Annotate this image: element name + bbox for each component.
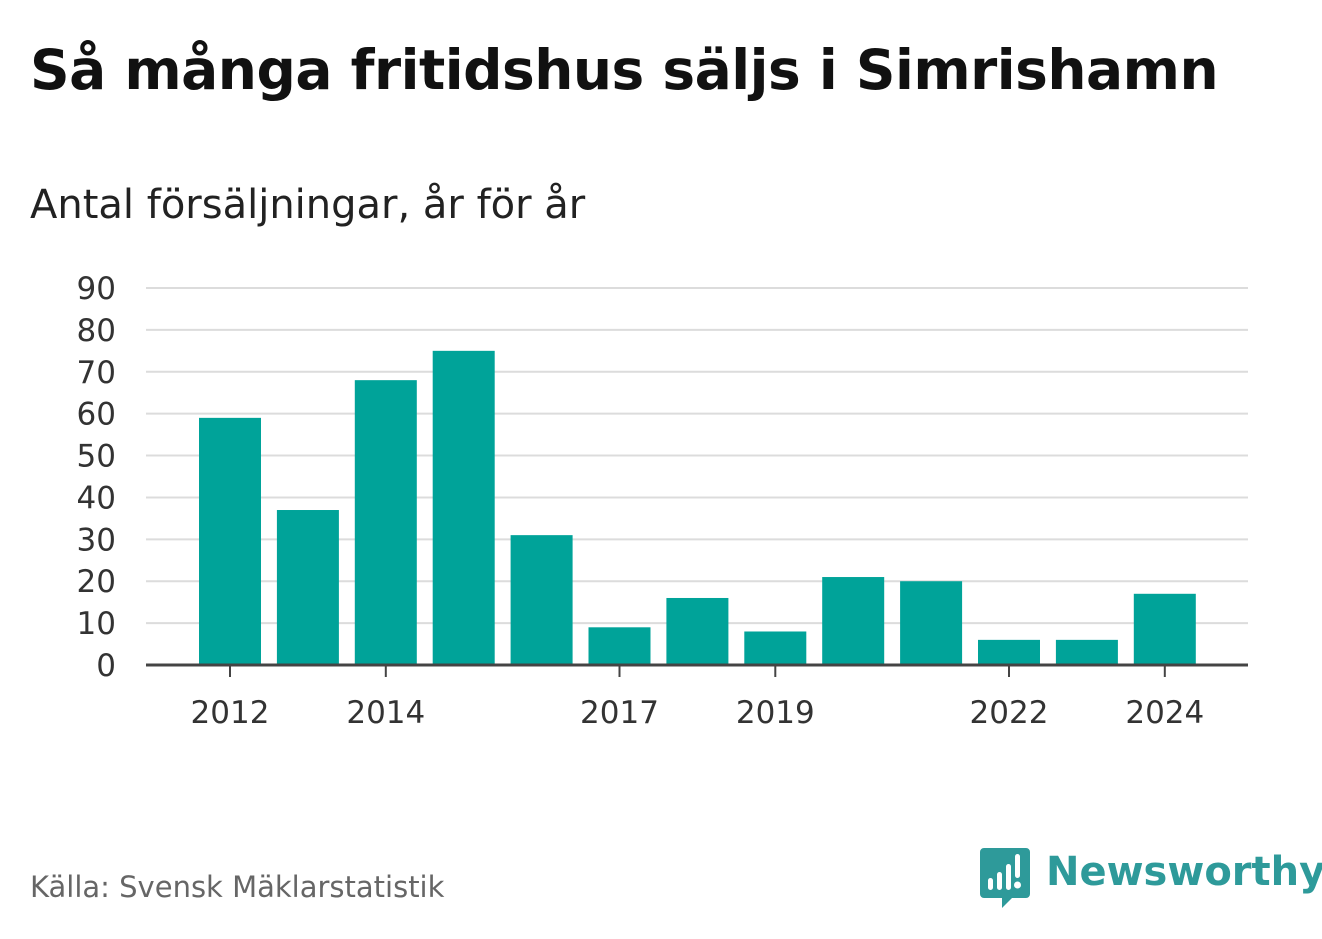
y-tick-label: 20 — [77, 564, 116, 600]
y-tick-label: 90 — [77, 271, 116, 307]
source-note: Källa: Svensk Mäklarstatistik — [30, 870, 445, 904]
bar-2022 — [978, 639, 1040, 665]
chart-title: Så många fritidshus säljs i Simrishamn — [30, 38, 1219, 102]
brand-name: Newsworthy — [1046, 849, 1322, 895]
bar-chart: 0 10 20 30 40 50 60 70 80 90 2012 2014 2017 2019 2022 2… — [77, 271, 1248, 731]
x-tick-label: 2022 — [970, 695, 1049, 731]
bar-2014 — [354, 380, 417, 665]
bar-2021 — [900, 581, 963, 665]
axes — [146, 663, 1248, 677]
bar-2016 — [510, 535, 573, 665]
y-tick-label: 30 — [77, 522, 116, 558]
bar-2012 — [199, 417, 261, 665]
bar-2018 — [666, 597, 729, 665]
y-tick-label: 60 — [77, 397, 116, 433]
gridlines — [146, 287, 1248, 625]
y-tick-label: 0 — [96, 648, 116, 684]
bar-2013 — [276, 510, 339, 665]
x-tick-label: 2024 — [1125, 695, 1204, 731]
x-tick-label: 2019 — [736, 695, 815, 731]
bar-2023 — [1055, 639, 1118, 665]
bars — [199, 350, 1196, 665]
x-tick-label: 2014 — [346, 695, 425, 731]
y-tick-label: 40 — [77, 480, 116, 516]
x-tick-label: 2017 — [580, 695, 659, 731]
newsworthy-logo-icon — [980, 848, 1030, 908]
chart-subtitle: Antal försäljningar, år för år — [30, 182, 586, 228]
y-tick-label: 10 — [77, 606, 116, 642]
y-tick-label: 80 — [77, 313, 116, 349]
bar-2024 — [1133, 593, 1196, 665]
brand-logo: Newsworthy — [980, 848, 1322, 908]
bar-2017 — [588, 627, 651, 665]
tick-labels: 0 10 20 30 40 50 60 70 80 90 2012 2014 2017 2019 2022 2… — [77, 271, 1205, 731]
x-tick-label: 2012 — [191, 695, 270, 731]
bar-2019 — [744, 631, 807, 665]
bar-2015 — [432, 350, 495, 665]
y-tick-label: 50 — [77, 439, 116, 475]
bar-2020 — [822, 577, 885, 665]
y-tick-label: 70 — [77, 355, 116, 391]
